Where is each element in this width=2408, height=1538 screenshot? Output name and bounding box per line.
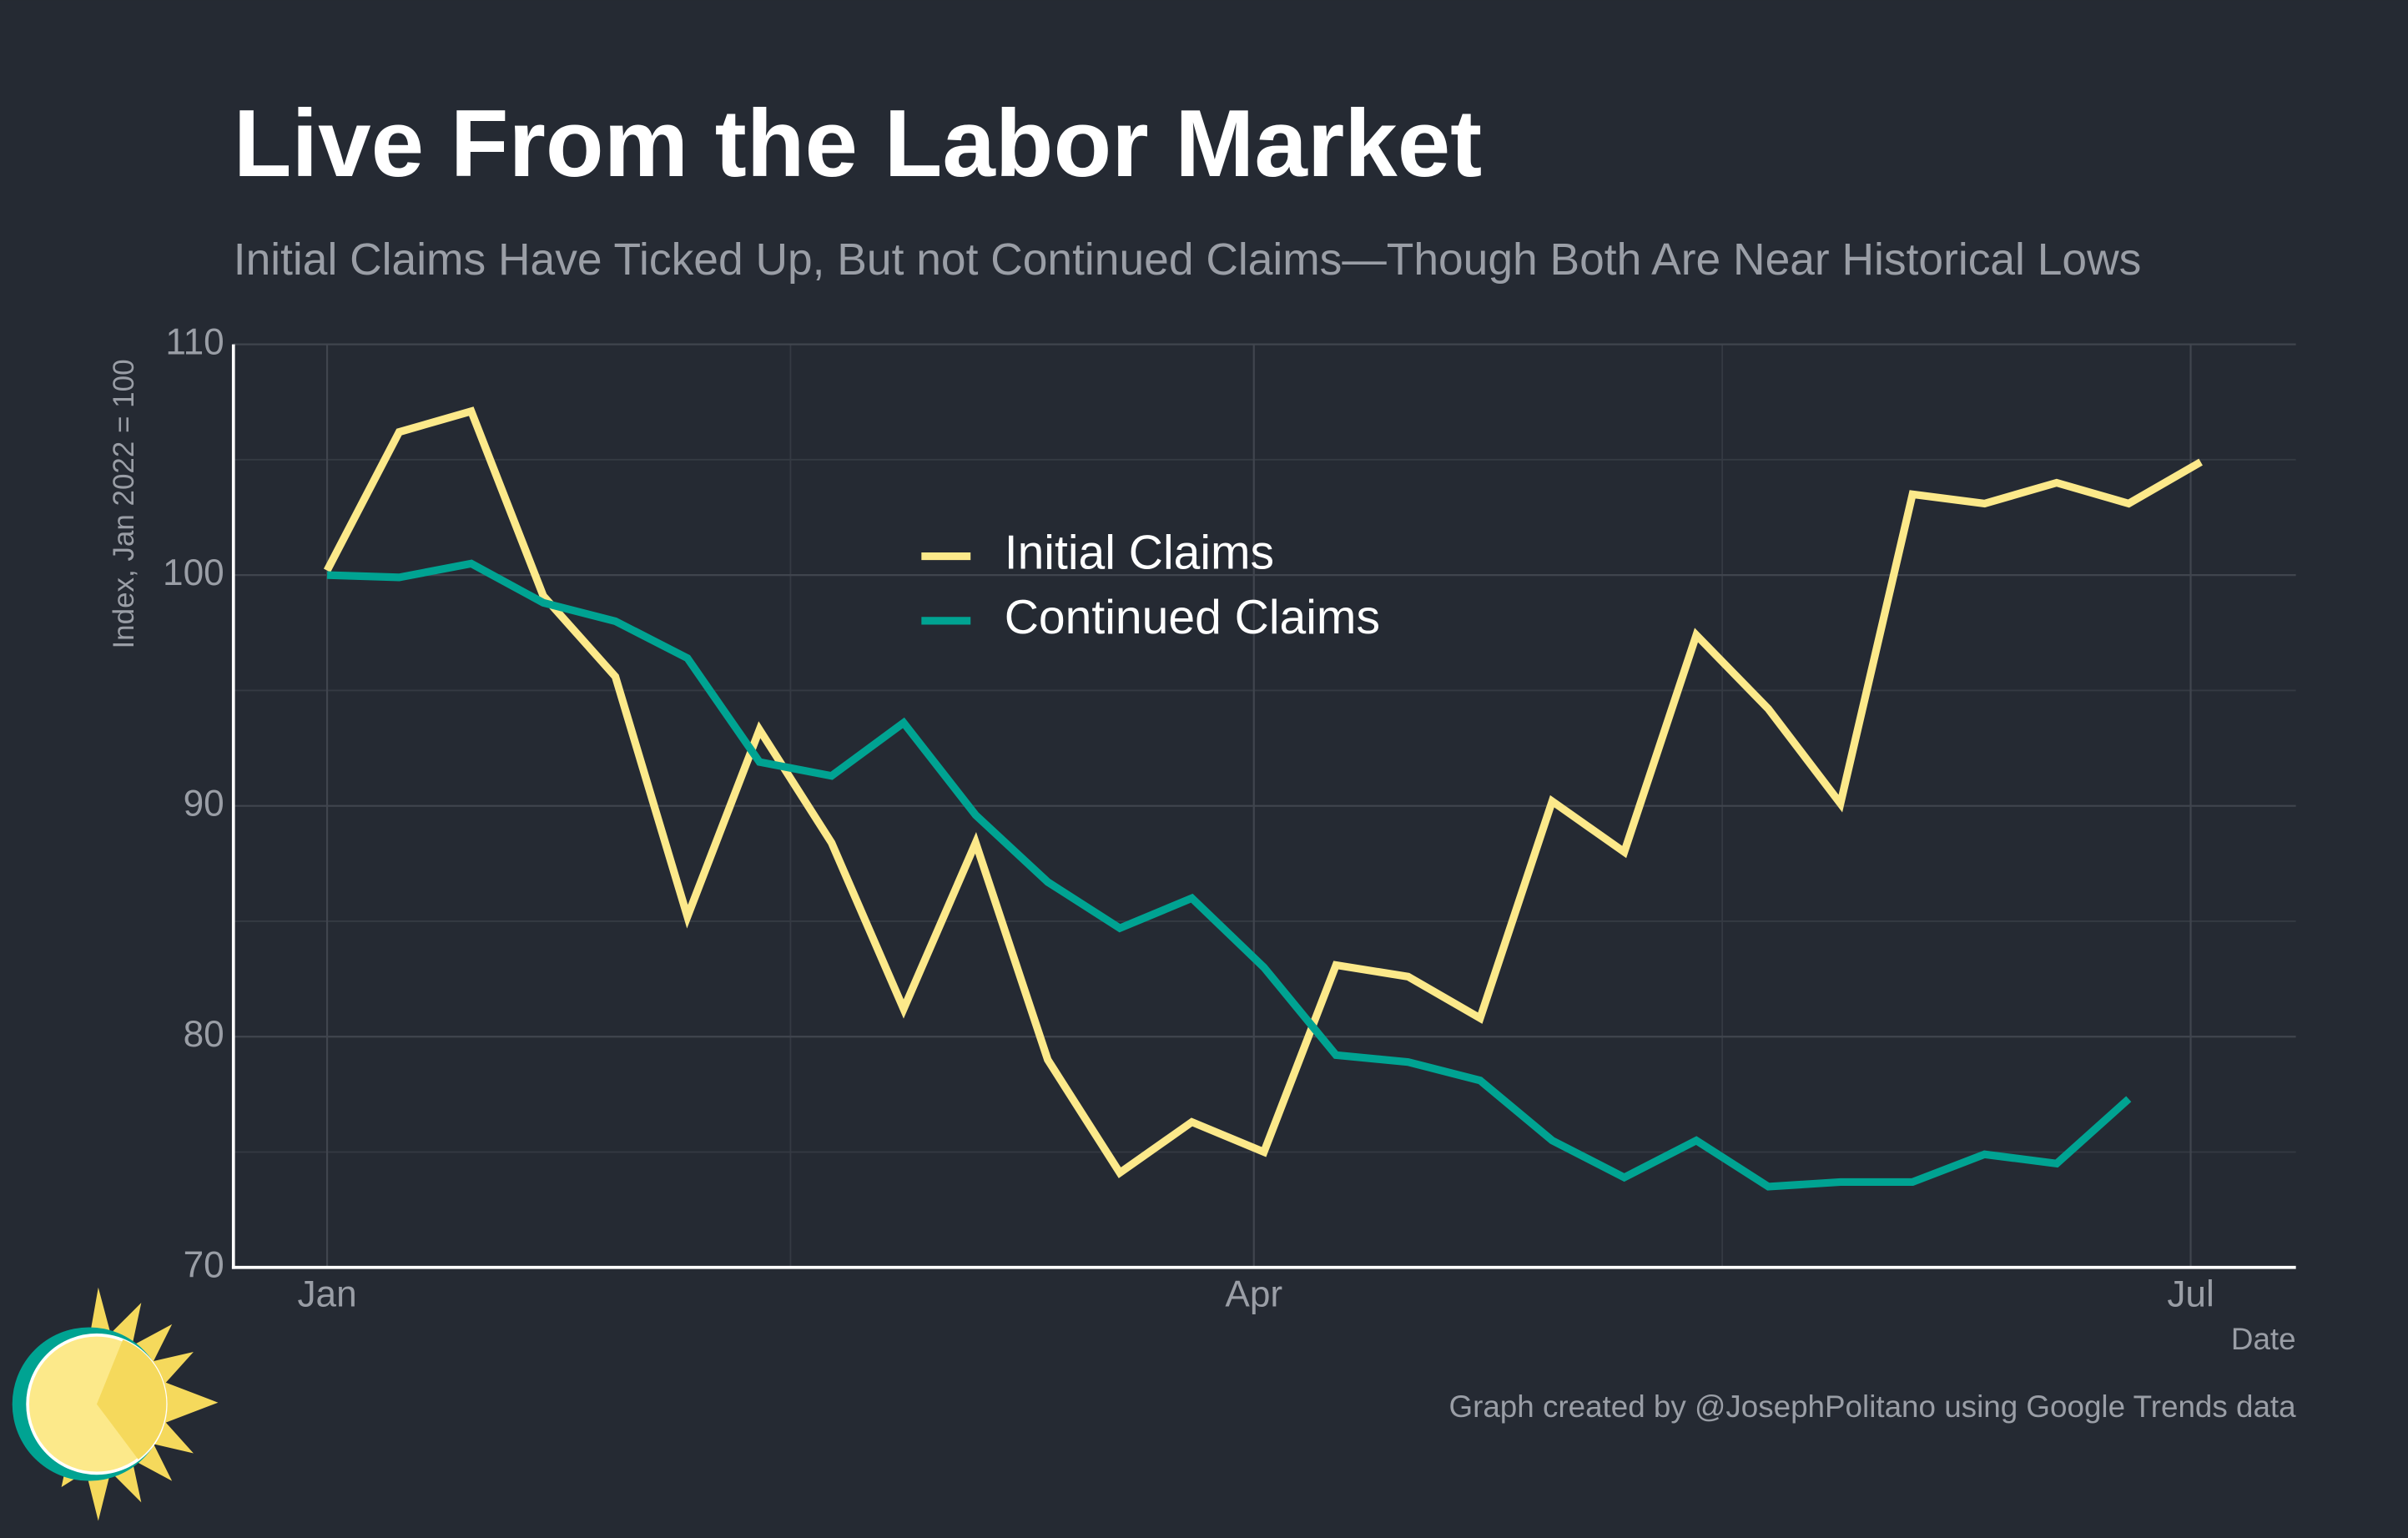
line-series xyxy=(326,559,2132,1191)
chart-title: Live From the Labor Market xyxy=(234,91,1482,197)
y-tick-label: 110 xyxy=(165,321,224,362)
credit: Graph created by @JosephPolitano using G… xyxy=(1448,1389,2296,1424)
chart-subtitle: Initial Claims Have Ticked Up, But not C… xyxy=(234,235,2142,285)
x-axis-label: Date xyxy=(2231,1322,2296,1356)
plot-area: 70 80 90 100 110 Jan Apr Jul Initial Claims Conti… xyxy=(163,321,2296,1314)
y-tick-label: 90 xyxy=(184,783,224,824)
legend-label: Initial Claims xyxy=(1005,527,1274,580)
y-tick-label: 70 xyxy=(184,1244,224,1285)
y-tick-label: 80 xyxy=(184,1014,224,1055)
legend-label: Continued Claims xyxy=(1005,591,1380,644)
x-tick-label: Jan xyxy=(297,1273,356,1314)
x-tick-label: Jul xyxy=(2167,1273,2214,1314)
x-tick-label: Apr xyxy=(1225,1273,1282,1314)
y-axis-label: Index, Jan 2022 = 100 xyxy=(108,359,140,648)
sun-slice xyxy=(96,1339,167,1460)
line-series xyxy=(323,406,2203,1178)
logo xyxy=(12,1287,219,1521)
y-tick-label: 100 xyxy=(163,552,224,593)
